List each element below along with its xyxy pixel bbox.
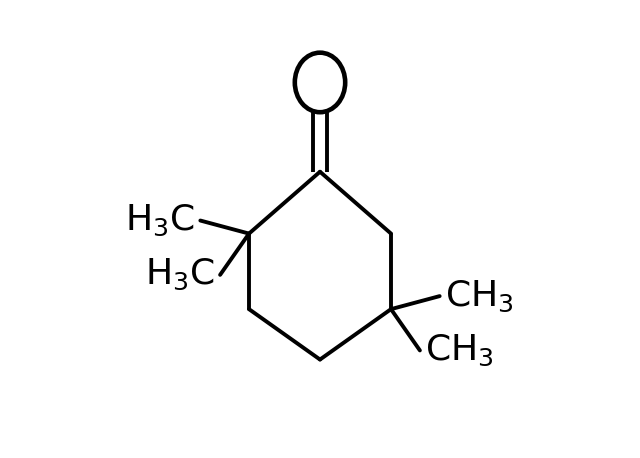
Text: $\mathregular{CH_3}$: $\mathregular{CH_3}$ [426, 333, 494, 368]
Text: $\mathregular{CH_3}$: $\mathregular{CH_3}$ [445, 278, 514, 314]
Text: $\mathregular{H_3C}$: $\mathregular{H_3C}$ [125, 203, 195, 238]
Text: $\mathregular{H_3C}$: $\mathregular{H_3C}$ [145, 257, 214, 293]
